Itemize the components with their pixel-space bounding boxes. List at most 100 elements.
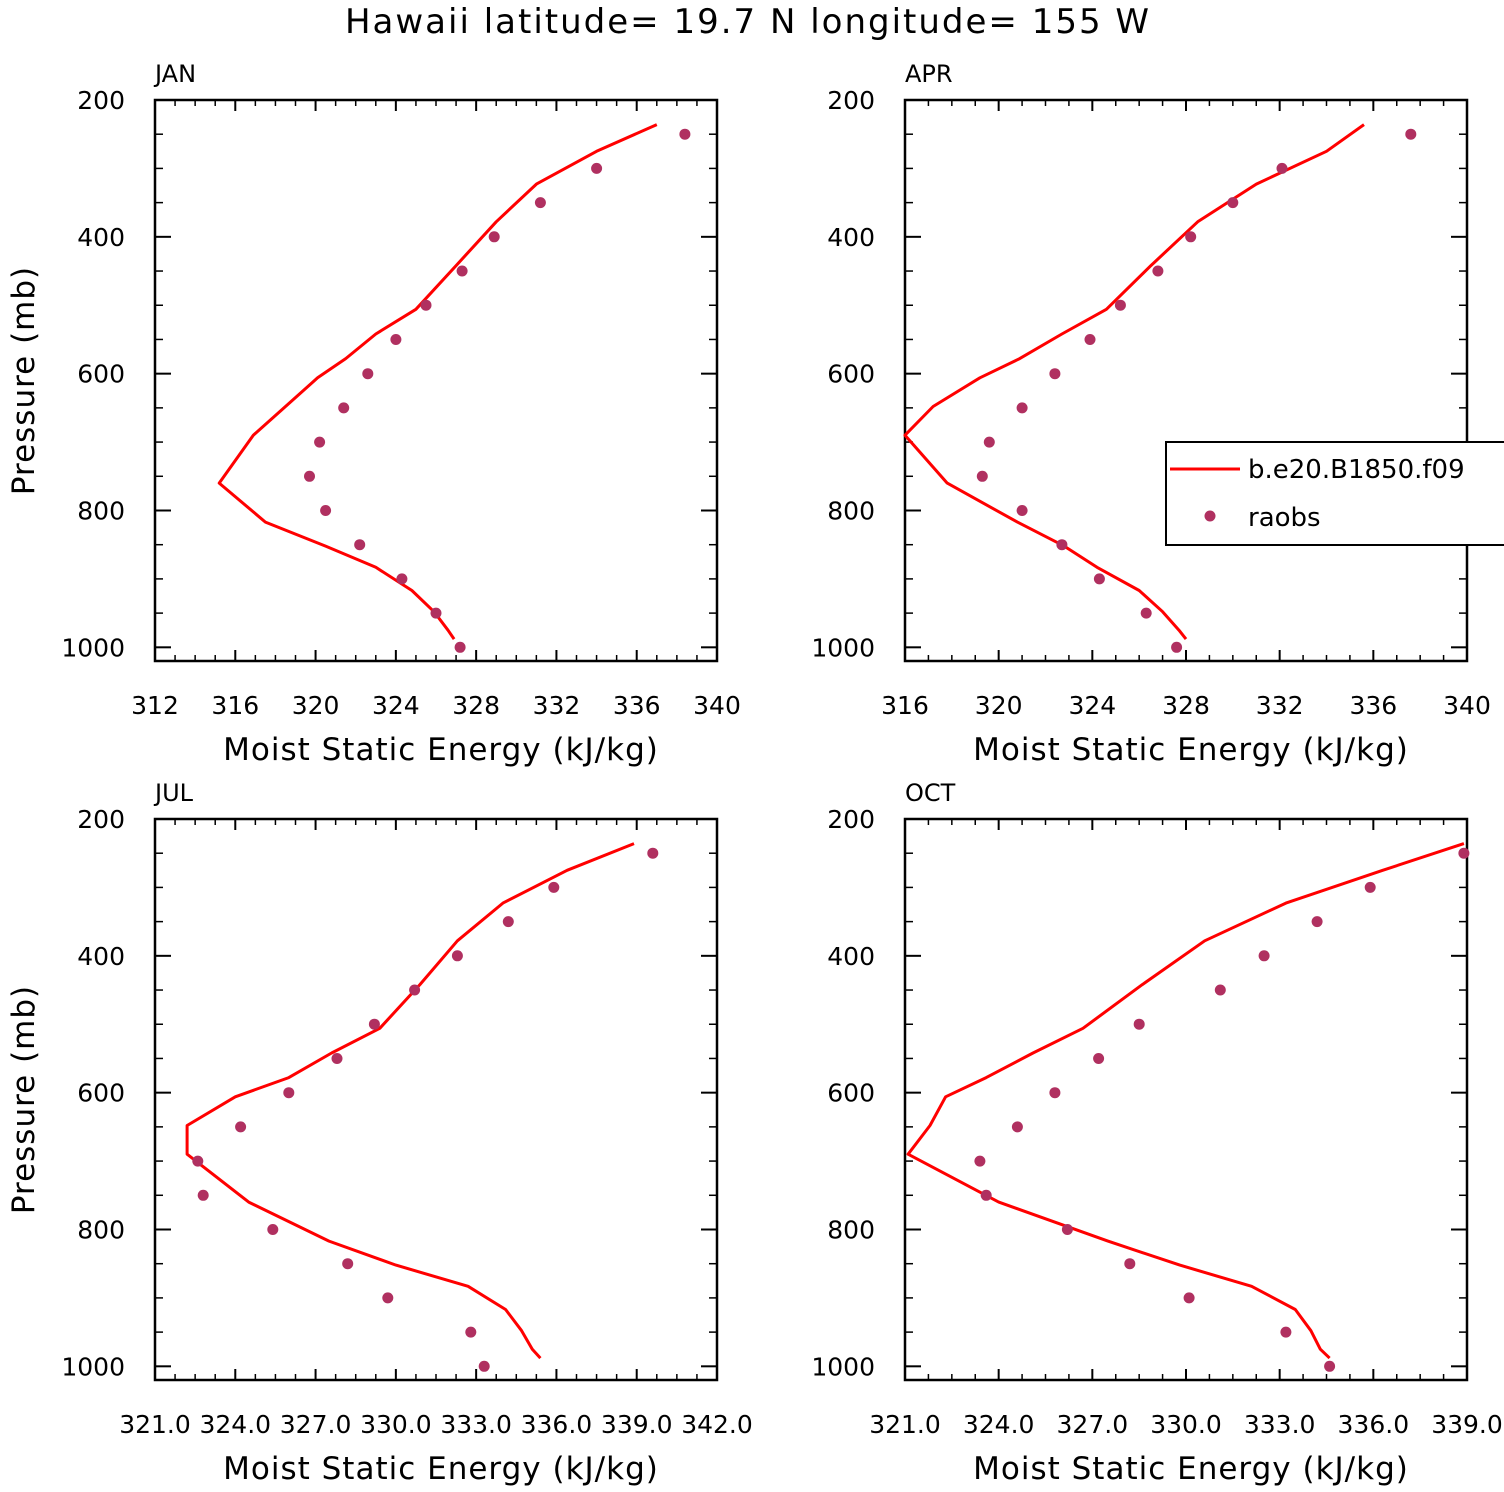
raobs-point	[192, 1155, 204, 1167]
raobs-point	[591, 162, 603, 174]
y-axis-label: Pressure (mb)	[6, 266, 42, 495]
y-axis-label: Pressure (mb)	[6, 985, 42, 1214]
raobs-point	[420, 299, 432, 311]
raobs-point	[1458, 847, 1470, 859]
x-tick-label: 340	[693, 691, 741, 720]
raobs-point	[1061, 1224, 1073, 1235]
x-tick-label: 321.0	[119, 1410, 191, 1439]
raobs-point	[1093, 573, 1105, 585]
raobs-point	[304, 470, 315, 482]
raobs-point	[1214, 984, 1226, 996]
legend-obs-label: raobs	[1248, 503, 1321, 533]
raobs-point	[390, 334, 402, 345]
plot-frame	[153, 98, 719, 663]
raobs-point	[1152, 265, 1164, 277]
x-tick-label: 333.0	[1244, 1410, 1316, 1439]
panel-apr: APR 316 320 324 328 332 336 340 200 400 600 800 1000…	[811, 60, 1490, 768]
raobs-point	[409, 984, 421, 996]
raobs-point	[647, 847, 659, 859]
x-tick-label: 336.0	[1338, 1410, 1410, 1439]
y-tick-label: 600	[827, 360, 875, 389]
panel-title: APR	[905, 60, 953, 88]
raobs-point	[456, 265, 468, 277]
raobs-point	[197, 1189, 209, 1201]
x-tick-label: 330.0	[1150, 1410, 1222, 1439]
legend: b.e20.B1850.f09 raobs	[1165, 441, 1504, 546]
x-tick-label: 320	[292, 691, 340, 720]
legend-model-label: b.e20.B1850.f09	[1248, 455, 1465, 485]
y-tick-label: 600	[77, 1079, 125, 1108]
y-tick-label: 400	[827, 942, 875, 971]
raobs-point	[502, 916, 514, 928]
raobs-point	[1114, 299, 1126, 311]
raobs-point	[976, 470, 988, 482]
raobs-point	[1183, 1292, 1195, 1304]
y-tick-label: 200	[77, 805, 125, 834]
model-line	[906, 842, 1465, 1360]
x-tick-label: 320	[975, 691, 1023, 720]
x-tick-label: 340	[1443, 691, 1491, 720]
raobs-point	[451, 950, 463, 962]
raobs-point	[1093, 1053, 1105, 1064]
raobs-point	[1056, 539, 1068, 551]
raobs-point	[1084, 334, 1096, 345]
raobs-point	[980, 1189, 992, 1201]
x-tick-label: 321.0	[869, 1410, 941, 1439]
raobs-point	[283, 1087, 295, 1099]
x-tick-label: 316	[881, 691, 929, 720]
model-line	[903, 123, 1365, 641]
raobs-point	[235, 1121, 247, 1133]
y-tick-label: 800	[77, 496, 125, 525]
x-tick-label: 327.0	[1057, 1410, 1129, 1439]
raobs-point	[338, 402, 350, 414]
panel-jan: JAN 312 316 320 324 328 332 336 340 200 400 600 800 1…	[6, 60, 741, 768]
x-tick-label: 332	[1256, 691, 1304, 720]
raobs-point	[314, 436, 326, 448]
y-tick-label: 800	[827, 1215, 875, 1244]
x-tick-label: 324	[372, 691, 420, 720]
x-tick-label: 328	[1162, 691, 1210, 720]
raobs-point	[267, 1224, 279, 1235]
raobs-point	[396, 573, 408, 585]
legend-box	[1165, 441, 1504, 546]
x-axis-label: Moist Static Energy (kJ/kg)	[223, 1451, 659, 1487]
x-tick-label: 324.0	[199, 1410, 271, 1439]
raobs-point	[983, 436, 995, 448]
x-tick-label: 336	[1349, 691, 1397, 720]
raobs-point	[1049, 1087, 1061, 1099]
y-tick-label: 400	[77, 223, 125, 252]
raobs-point	[1016, 402, 1028, 414]
panel-title: OCT	[905, 779, 956, 807]
x-tick-label: 330.0	[360, 1410, 432, 1439]
raobs-point	[465, 1326, 477, 1338]
raobs-point	[679, 128, 691, 140]
raobs-point	[1311, 916, 1323, 928]
raobs-point	[1227, 197, 1239, 209]
y-tick-label: 600	[77, 360, 125, 389]
raobs-point	[548, 881, 560, 893]
raobs-point	[1364, 881, 1376, 893]
raobs-point	[342, 1258, 354, 1270]
legend-obs-marker	[1204, 510, 1216, 522]
y-tick-label: 1000	[61, 633, 125, 662]
raobs-point	[1258, 950, 1270, 962]
raobs-point	[1124, 1258, 1136, 1270]
x-tick-label: 328	[452, 691, 500, 720]
raobs-point	[382, 1292, 394, 1304]
raobs-point	[534, 197, 546, 209]
raobs-point	[1276, 162, 1288, 174]
raobs-point	[1011, 1121, 1023, 1133]
raobs-point	[488, 231, 500, 243]
x-axis-label: Moist Static Energy (kJ/kg)	[223, 732, 659, 768]
y-tick-label: 200	[77, 86, 125, 115]
figure-title: Hawaii latitude= 19.7 N longitude= 155 W	[345, 2, 1151, 42]
panel-title: JAN	[153, 60, 196, 88]
x-tick-label: 332	[533, 691, 581, 720]
raobs-point	[974, 1155, 986, 1167]
raobs-point	[1405, 128, 1417, 140]
x-tick-label: 316	[211, 691, 259, 720]
raobs-point	[1171, 641, 1183, 653]
raobs-point	[1016, 505, 1028, 516]
plot-frame	[153, 817, 719, 1382]
